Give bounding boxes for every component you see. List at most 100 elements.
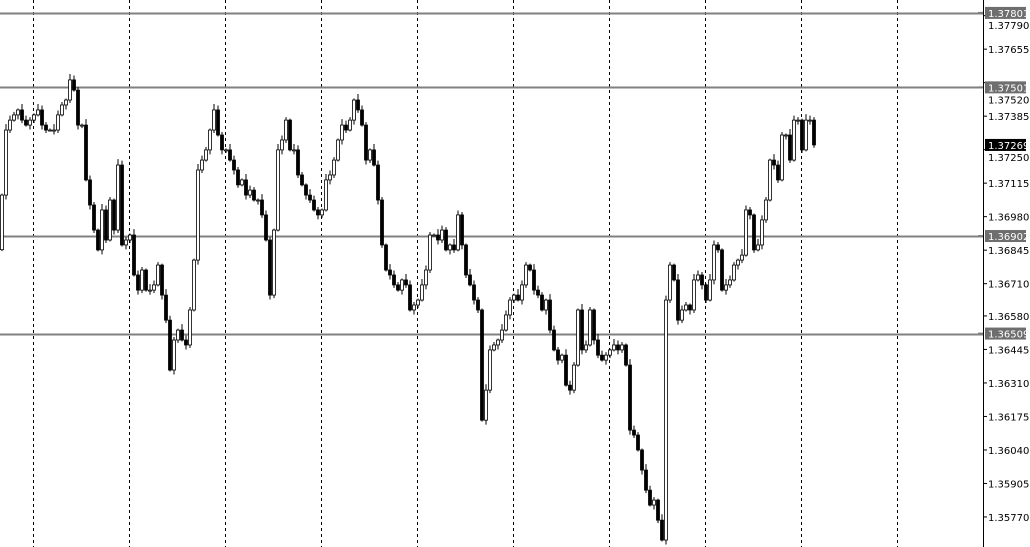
candle bbox=[376, 160, 380, 205]
candle bbox=[800, 118, 804, 153]
candle-body-bull bbox=[48, 129, 52, 132]
candle-body-bull bbox=[64, 99, 68, 106]
candle-body-bear bbox=[660, 519, 664, 541]
candle-body-bull bbox=[172, 339, 176, 371]
candle-body-bull bbox=[60, 104, 64, 116]
candle-body-bear bbox=[556, 349, 560, 361]
candle bbox=[616, 340, 620, 355]
candle bbox=[452, 239, 456, 253]
candles bbox=[0, 73, 816, 545]
candle bbox=[196, 164, 200, 265]
candle-body-bear bbox=[76, 89, 80, 126]
candle bbox=[88, 175, 92, 210]
candle-body-bear bbox=[228, 149, 232, 161]
candle-body-bull bbox=[584, 344, 588, 351]
candle bbox=[288, 118, 292, 152]
candle-body-bull bbox=[524, 264, 528, 286]
candle bbox=[580, 304, 584, 355]
candle bbox=[280, 135, 284, 155]
candle bbox=[368, 148, 372, 164]
candle-body-bull bbox=[744, 209, 748, 256]
candle-body-bear bbox=[452, 244, 456, 251]
candle-body-bear bbox=[356, 99, 360, 111]
candle-body-bull bbox=[188, 309, 192, 346]
candle bbox=[756, 239, 760, 252]
candle bbox=[668, 262, 672, 304]
candle bbox=[156, 262, 160, 287]
candle bbox=[768, 158, 772, 202]
candle-body-bear bbox=[716, 244, 720, 251]
candle bbox=[724, 278, 728, 295]
candle bbox=[164, 289, 168, 324]
candle bbox=[32, 113, 36, 124]
candle bbox=[360, 105, 364, 127]
candle-body-bull bbox=[424, 269, 428, 286]
tick-label: 1.36710 bbox=[988, 280, 1029, 291]
candle-body-bull bbox=[756, 244, 760, 251]
candle bbox=[28, 117, 32, 130]
candle bbox=[676, 273, 680, 325]
candle-body-bear bbox=[776, 164, 780, 181]
tick-label: 1.36040 bbox=[988, 446, 1029, 457]
candle bbox=[684, 302, 688, 312]
candle bbox=[672, 263, 676, 282]
candle bbox=[320, 208, 324, 218]
price-axis[interactable]: 1.37790 1.37655 1.37520 1.37385 1.37250 1.371… bbox=[983, 15, 1029, 524]
current-price-label: 1.37269 bbox=[988, 141, 1029, 152]
candle-body-bear bbox=[720, 249, 724, 291]
candle bbox=[540, 292, 544, 312]
candle bbox=[796, 117, 800, 125]
candle bbox=[532, 264, 536, 295]
candle-body-bear bbox=[112, 199, 116, 231]
candle bbox=[524, 262, 528, 288]
candle bbox=[0, 193, 4, 252]
candle bbox=[344, 120, 348, 134]
candle-body-bear bbox=[84, 124, 88, 181]
candle bbox=[324, 173, 328, 212]
candle-body-bull bbox=[352, 99, 356, 121]
candle bbox=[732, 262, 736, 282]
candle-body-bear bbox=[552, 329, 556, 351]
candle-body-bull bbox=[192, 259, 196, 311]
candle-body-bear bbox=[392, 274, 396, 286]
candle bbox=[804, 114, 808, 152]
candle bbox=[108, 197, 112, 242]
candle bbox=[328, 170, 332, 185]
candle bbox=[788, 129, 792, 164]
candle bbox=[456, 210, 460, 252]
candle-body-bull bbox=[340, 124, 344, 141]
candle-body-bear bbox=[304, 184, 308, 196]
candle bbox=[496, 338, 500, 350]
candle bbox=[708, 273, 712, 302]
candle bbox=[140, 267, 144, 294]
candle-body-bear bbox=[316, 209, 320, 216]
candle-body-bull bbox=[696, 274, 700, 281]
candle bbox=[812, 117, 816, 148]
tick-label: 1.37250 bbox=[988, 153, 1029, 164]
candle bbox=[284, 117, 288, 143]
candle bbox=[748, 206, 752, 220]
candle bbox=[240, 178, 244, 187]
candle bbox=[316, 206, 320, 220]
candle-body-bear bbox=[436, 234, 440, 241]
candle bbox=[444, 227, 448, 252]
candle bbox=[400, 278, 404, 295]
level-label: 1.37801 bbox=[988, 9, 1029, 20]
candle-body-bear bbox=[468, 274, 472, 286]
candle-body-bull bbox=[456, 214, 460, 251]
candle bbox=[664, 295, 668, 545]
candle bbox=[340, 119, 344, 145]
candle bbox=[792, 115, 796, 162]
candle-body-bear bbox=[640, 449, 644, 471]
candle-body-bear bbox=[460, 214, 464, 246]
candle-body-bear bbox=[396, 284, 400, 291]
candle bbox=[388, 264, 392, 280]
candle bbox=[96, 228, 100, 252]
candle bbox=[484, 384, 488, 425]
candle-body-bear bbox=[788, 134, 792, 161]
candle-body-bear bbox=[444, 229, 448, 251]
tick-label: 1.37385 bbox=[988, 112, 1029, 123]
candle bbox=[172, 337, 176, 375]
candle bbox=[728, 275, 732, 288]
candle bbox=[436, 229, 440, 245]
